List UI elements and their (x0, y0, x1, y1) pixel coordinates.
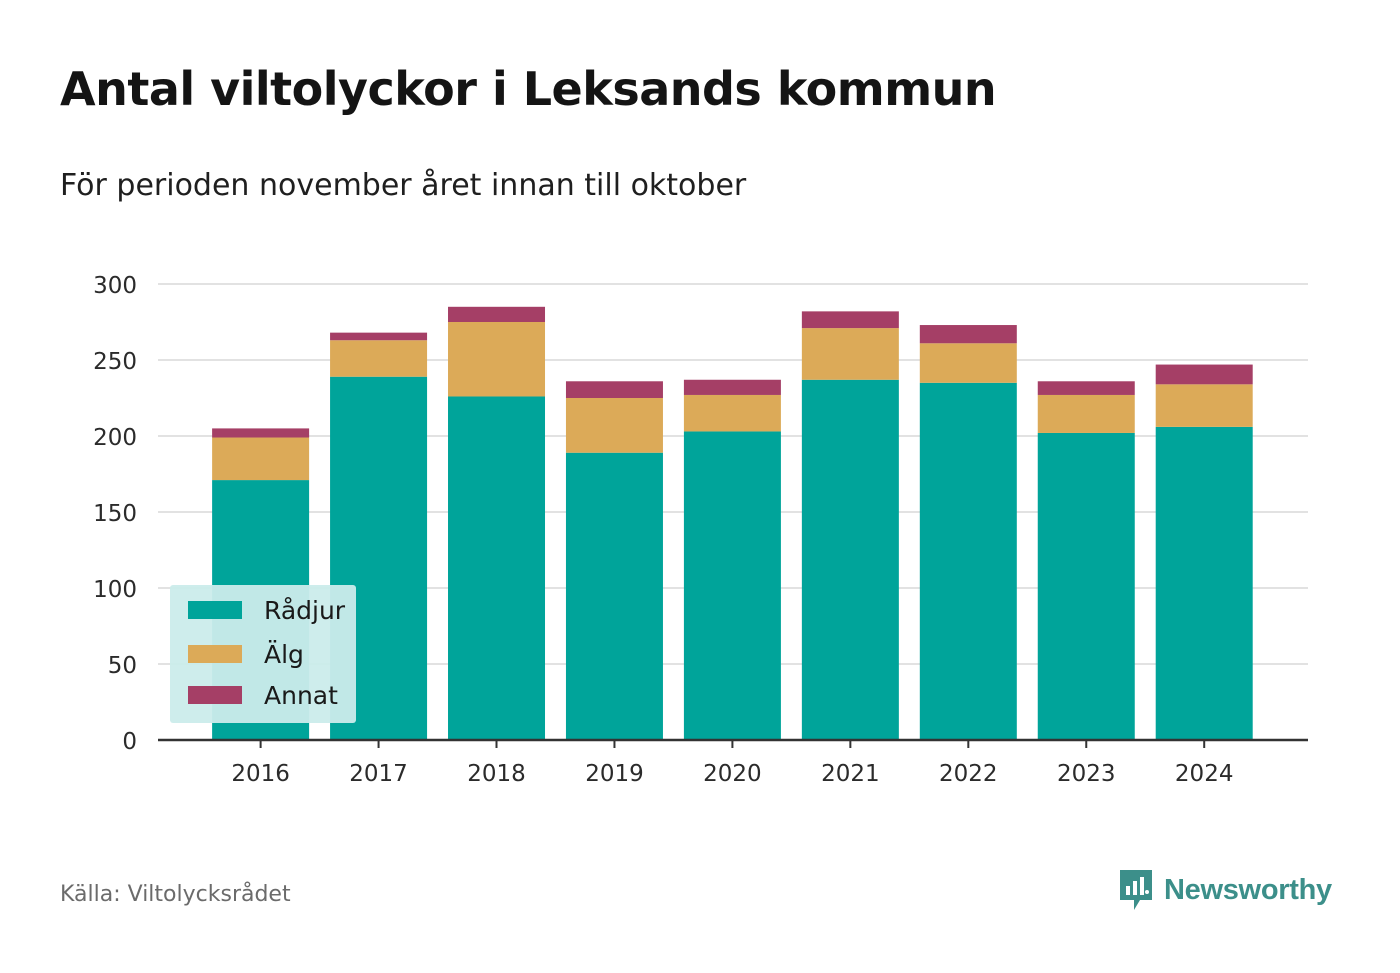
y-tick-label-250: 250 (93, 349, 137, 375)
legend-item-alg: Älg (188, 639, 304, 669)
bar-2024-annat (1155, 364, 1253, 385)
bar-2023-älg (1037, 394, 1135, 433)
bar-2021-rådjur (801, 379, 899, 740)
bar-2020-älg (683, 394, 781, 432)
bar-2020-annat (683, 379, 781, 395)
y-tick-label-200: 200 (93, 425, 137, 451)
bar-2022-annat (919, 325, 1017, 344)
bar-2023-rådjur (1037, 432, 1135, 740)
y-tick-label-150: 150 (93, 501, 137, 527)
bar-2017-annat (330, 332, 428, 341)
bar-2024-rådjur (1155, 426, 1253, 740)
bar-2019-rådjur (565, 452, 663, 740)
bar-2016-annat (212, 428, 310, 438)
legend-label-annat: Annat (264, 680, 338, 710)
bar-2024-älg (1155, 384, 1253, 427)
y-tick-label-100: 100 (93, 577, 137, 603)
bar-2021-annat (801, 311, 899, 329)
legend-item-annat: Annat (188, 680, 338, 710)
legend-swatch-alg (188, 645, 242, 663)
bar-2020-rådjur (683, 431, 781, 740)
source-note: Källa: Viltolycksrådet (60, 882, 291, 907)
legend-label-alg: Älg (264, 639, 304, 669)
brand-name: Newsworthy (1164, 873, 1332, 906)
bar-2023-annat (1037, 381, 1135, 395)
legend-swatch-annat (188, 686, 242, 704)
x-tick-label-2019: 2019 (585, 761, 644, 787)
legend-item-radjur: Rådjur (188, 595, 345, 625)
bar-2021-älg (801, 328, 899, 380)
x-tick-label-2017: 2017 (349, 761, 408, 787)
x-tick-label-2016: 2016 (231, 761, 290, 787)
newsworthy-logo: Newsworthy (1118, 868, 1332, 912)
x-tick-label-2021: 2021 (821, 761, 880, 787)
x-tick-label-2023: 2023 (1057, 761, 1116, 787)
legend-swatch-radjur (188, 601, 242, 619)
legend-label-radjur: Rådjur (264, 595, 346, 625)
x-tick-label-2024: 2024 (1175, 761, 1234, 787)
x-tick-label-2020: 2020 (703, 761, 762, 787)
bar-2018-annat (448, 306, 546, 322)
bar-2022-rådjur (919, 382, 1017, 740)
newsworthy-logo-icon (1120, 870, 1152, 910)
x-tick-label-2022: 2022 (939, 761, 998, 787)
bar-2018-rådjur (448, 396, 546, 740)
bar-2016-älg (212, 437, 310, 481)
bar-2017-älg (330, 340, 428, 377)
chart-subtitle: För perioden november året innan till ok… (60, 168, 747, 203)
bar-2019-älg (565, 398, 663, 453)
y-tick-label-50: 50 (108, 653, 137, 679)
y-tick-label-300: 300 (93, 273, 137, 299)
chart-legend: Rådjur Älg Annat (170, 585, 356, 723)
y-tick-label-0: 0 (122, 729, 137, 755)
x-tick-label-2018: 2018 (467, 761, 526, 787)
bar-2018-älg (448, 322, 546, 397)
bar-2019-annat (565, 381, 663, 398)
chart-title: Antal viltolyckor i Leksands kommun (60, 62, 997, 116)
bar-2022-älg (919, 343, 1017, 383)
